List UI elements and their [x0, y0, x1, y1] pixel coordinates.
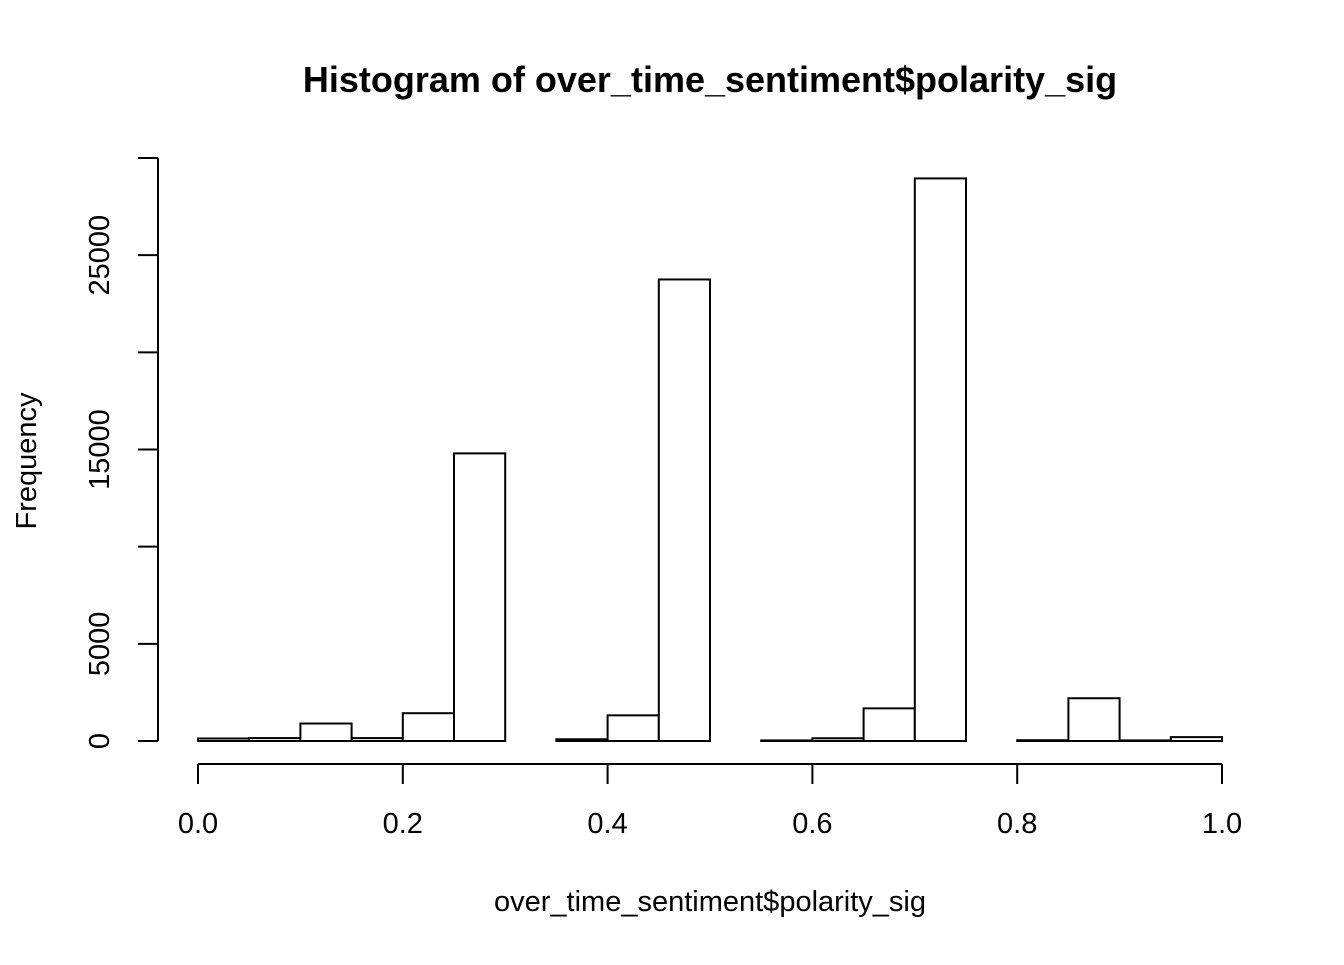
histogram-bar [453, 452, 507, 742]
histogram-bar [299, 722, 353, 743]
histogram-bar [913, 177, 967, 742]
histogram-bar [197, 737, 251, 743]
histogram-bar [811, 737, 865, 743]
histogram-bar [401, 712, 455, 742]
x-tick-label: 0.8 [997, 808, 1037, 840]
histogram-bar [862, 707, 916, 742]
histogram-bar [1118, 739, 1172, 742]
histogram-bars [197, 177, 1224, 743]
y-tick-label: 15000 [84, 409, 116, 490]
histogram-bar [1016, 739, 1070, 742]
y-axis: 0 5000 15000 25000 [84, 157, 159, 749]
x-axis-label: over_time_sentiment$polarity_sig [494, 886, 926, 918]
histogram-bar [606, 714, 660, 743]
y-tick-label: 25000 [84, 215, 116, 296]
histogram-bar [1067, 697, 1121, 742]
histogram-bar [760, 739, 814, 742]
chart-title: Histogram of over_time_sentiment$polarit… [303, 59, 1117, 100]
x-axis: 0.0 0.2 0.4 0.6 0.8 1.0 [178, 763, 1242, 840]
x-tick-label: 0.6 [792, 808, 832, 840]
x-tick-label: 1.0 [1202, 808, 1242, 840]
histogram-bar [248, 737, 302, 743]
x-tick-label: 0.4 [587, 808, 627, 840]
histogram-bar [1169, 736, 1224, 743]
histogram-bar [555, 738, 609, 742]
y-axis-label: Frequency [11, 392, 43, 530]
x-tick-label: 0.0 [178, 808, 218, 840]
y-tick-label: 5000 [84, 612, 116, 677]
histogram-bar [350, 737, 404, 743]
y-tick-label: 0 [84, 733, 116, 749]
x-tick-label: 0.2 [383, 808, 423, 840]
histogram-bar [657, 278, 711, 742]
